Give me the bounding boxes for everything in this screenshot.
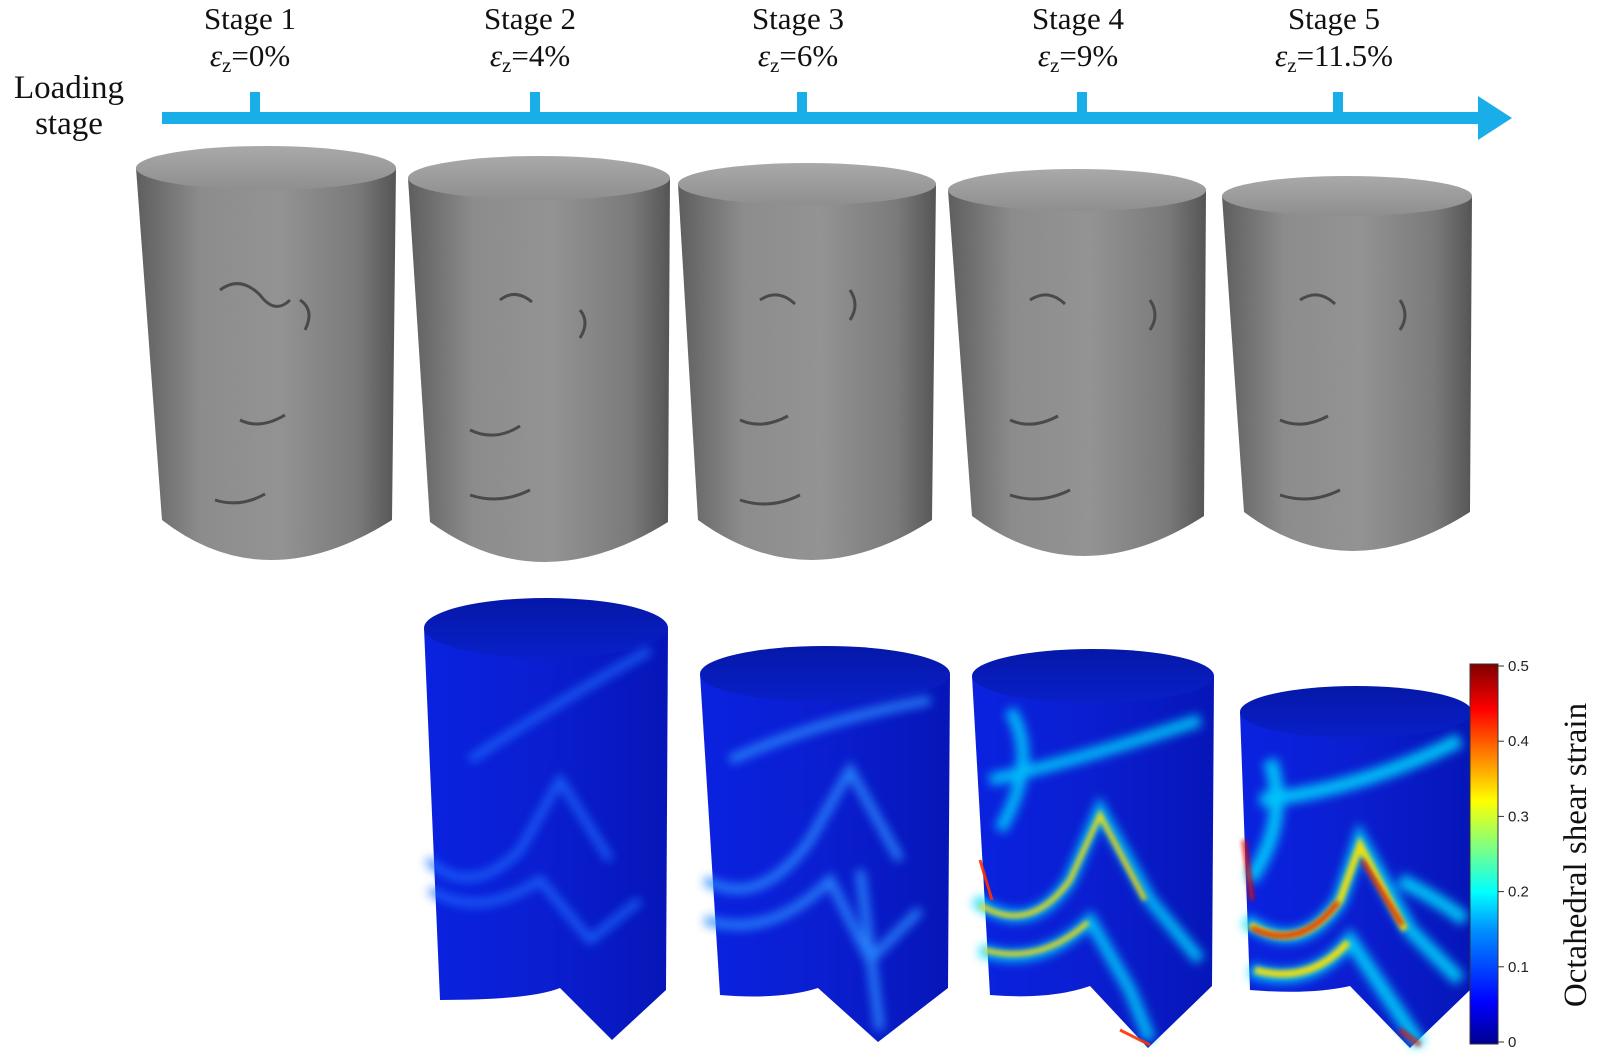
stage-1-name: Stage 1	[203, 1, 297, 36]
stage-5-strain: εz=11.5%	[1275, 38, 1393, 77]
stage-1-strain: εz=0%	[209, 38, 291, 77]
stage-5-label: Stage 5 εz=11.5%	[1234, 0, 1434, 84]
specimen-stage-3	[678, 163, 936, 560]
loading-stage-label: Loading stage	[4, 70, 134, 142]
arrow-shaft	[162, 112, 1484, 124]
arrow-tick-2	[530, 92, 540, 114]
colorbar-gradient	[1469, 663, 1499, 1045]
arrow-head	[1478, 96, 1512, 140]
strain-map-stage-3	[700, 646, 950, 1042]
colorbar-ticks: 0.5 0.4 0.3 0.2 0.1 0	[1498, 658, 1529, 1051]
colorbar-tick-label: 0.2	[1508, 884, 1529, 901]
strain-map-stage-2	[424, 598, 668, 1040]
colorbar: 0.5 0.4 0.3 0.2 0.1 0 Octahedral shear strain	[1469, 658, 1594, 1051]
arrow-tick-4	[1077, 92, 1087, 114]
stage-5-name: Stage 5	[1287, 1, 1381, 36]
stage-3-strain: εz=6%	[757, 38, 839, 77]
stage-1-label: Stage 1 εz=0%	[150, 0, 350, 84]
stage-2-strain: εz=4%	[489, 38, 571, 77]
colorbar-tick-label: 0.5	[1508, 658, 1529, 675]
specimen-stage-5	[1222, 176, 1472, 551]
arrow-tick-3	[797, 92, 807, 114]
arrow-tick-1	[250, 92, 260, 114]
stage-4-name: Stage 4	[1031, 1, 1125, 36]
stage-3-label: Stage 3 εz=6%	[698, 0, 898, 84]
colorbar-tick-label: 0.3	[1508, 808, 1529, 825]
arrow-tick-5	[1333, 92, 1343, 114]
stage-2-name: Stage 2	[483, 1, 577, 36]
specimen-stage-2	[408, 156, 670, 562]
strain-map-stage-5	[1240, 686, 1472, 1049]
stage-2-label: Stage 2 εz=4%	[430, 0, 630, 84]
strain-map-stage-4	[971, 649, 1214, 1048]
stage-4-label: Stage 4 εz=9%	[978, 0, 1178, 84]
colorbar-tick-label: 0.1	[1508, 959, 1529, 976]
loading-label-line2: stage	[35, 106, 103, 142]
colorbar-tick-label: 0	[1508, 1034, 1516, 1051]
stage-3-name: Stage 3	[751, 1, 845, 36]
loading-label-line1: Loading	[14, 70, 124, 106]
specimen-stage-1	[136, 146, 396, 560]
stage-4-strain: εz=9%	[1037, 38, 1119, 77]
specimen-stage-4	[948, 169, 1206, 556]
colorbar-title: Octahedral shear strain	[1558, 703, 1594, 1007]
loading-arrow	[162, 92, 1512, 140]
colorbar-tick-label: 0.4	[1508, 733, 1529, 750]
